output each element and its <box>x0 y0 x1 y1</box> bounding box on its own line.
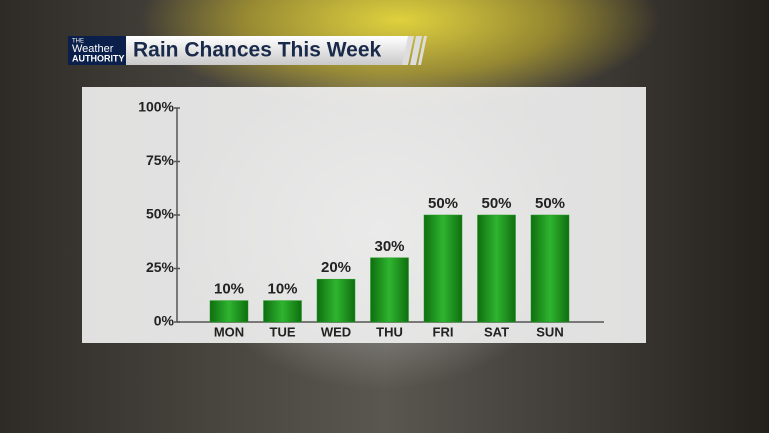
title-bar <box>126 36 408 65</box>
bar <box>316 278 356 323</box>
bar <box>209 300 249 323</box>
stripe <box>418 36 427 65</box>
y-tick-label: 0% <box>154 313 175 329</box>
x-tick-label: MON <box>214 324 244 339</box>
x-tick-label: SUN <box>536 324 563 339</box>
y-tick-label: 25% <box>146 259 175 275</box>
value-label: 10% <box>214 281 244 298</box>
x-tick-label: THU <box>376 324 403 339</box>
y-tick-label: 50% <box>146 206 175 222</box>
value-label: 50% <box>428 195 458 212</box>
bar <box>530 214 570 323</box>
value-label: 20% <box>321 259 351 276</box>
bar <box>477 214 516 323</box>
x-tick-label: TUE <box>270 324 296 339</box>
x-tick-label: WED <box>321 324 351 339</box>
value-label: 50% <box>481 195 511 212</box>
stripe <box>402 36 414 65</box>
logo-text: AUTHORITY <box>72 53 125 63</box>
stripe <box>410 36 422 65</box>
value-label: 10% <box>267 281 297 298</box>
x-tick-label: SAT <box>484 324 509 339</box>
y-tick-label: 75% <box>146 152 175 168</box>
chart-title: Rain Chances This Week <box>133 39 382 62</box>
x-tick-label: FRI <box>433 324 454 339</box>
y-tick-label: 100% <box>138 99 174 115</box>
bar <box>370 257 409 323</box>
bar <box>263 300 302 323</box>
logo-box <box>68 36 126 65</box>
bar <box>423 214 463 323</box>
value-label: 50% <box>535 195 565 212</box>
logo-text: Weather <box>72 43 114 55</box>
logo-text: THE <box>72 39 84 45</box>
value-label: 30% <box>374 238 404 255</box>
